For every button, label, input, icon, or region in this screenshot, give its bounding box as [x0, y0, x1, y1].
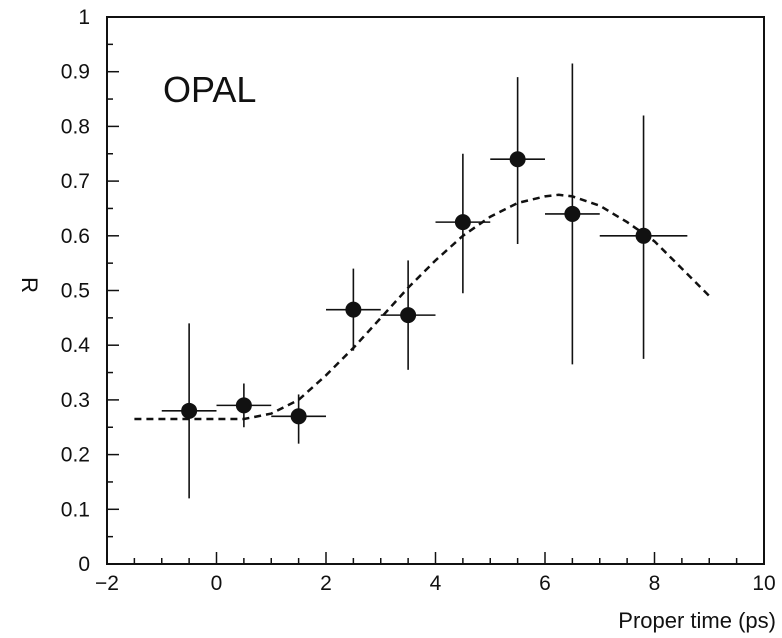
axis-ticks [106, 16, 765, 565]
x-tick-label: 0 [211, 572, 223, 595]
y-tick-label: 0.2 [61, 444, 90, 467]
data-points-layer [161, 63, 688, 499]
y-axis-title: R [17, 277, 42, 293]
data-point [599, 115, 688, 359]
fit-curve [134, 193, 711, 421]
x-tick-label: 10 [752, 572, 775, 595]
opal-annotation: OPAL [163, 69, 256, 110]
y-tick-label: 0 [78, 553, 90, 576]
fit-curve-layer [134, 193, 711, 421]
y-tick-label: 0.6 [61, 225, 90, 248]
point-marker [290, 408, 307, 425]
x-tick-label: −2 [95, 572, 119, 595]
x-tick-label: 8 [649, 572, 661, 595]
point-marker [564, 205, 581, 222]
point-marker [454, 214, 471, 231]
y-tick-label: 0.5 [61, 280, 90, 303]
data-point [326, 268, 381, 351]
point-marker [181, 402, 198, 419]
x-tick-label: 2 [320, 572, 332, 595]
point-marker [345, 301, 362, 318]
data-point [435, 153, 491, 294]
y-tick-label: 0.1 [61, 498, 90, 521]
data-point [216, 383, 272, 428]
y-tick-label: 0.9 [61, 61, 90, 84]
x-axis-title: Proper time (ps) [618, 608, 776, 633]
y-tick-label: 1 [78, 6, 90, 29]
point-marker [635, 227, 652, 244]
data-point [545, 63, 600, 365]
x-tick-label: 6 [539, 572, 551, 595]
x-tick-label: 4 [430, 572, 442, 595]
point-marker [235, 397, 252, 414]
y-tick-label: 0.4 [61, 334, 91, 357]
y-tick-label: 0.7 [61, 170, 90, 193]
point-marker [400, 307, 417, 324]
data-point [271, 394, 326, 444]
data-point [380, 260, 436, 370]
data-point [490, 77, 545, 245]
y-tick-label: 0.3 [61, 389, 90, 412]
point-marker [509, 151, 526, 168]
data-point [161, 323, 217, 499]
y-tick-label: 0.8 [61, 115, 90, 138]
